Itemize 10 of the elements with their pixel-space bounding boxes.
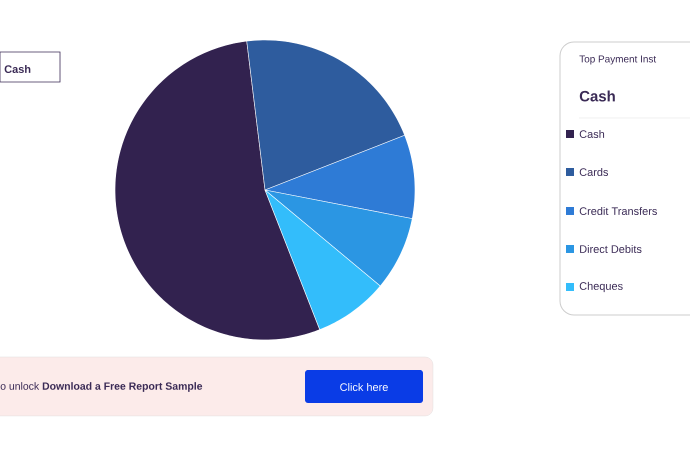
legend-label: Cards xyxy=(580,168,608,176)
text: Click here xyxy=(340,382,388,392)
legend-title: Top Payment Inst xyxy=(579,56,656,64)
legend-label: Direct Debits xyxy=(580,244,642,254)
legend-label: Cheques xyxy=(580,282,623,292)
text: Cash xyxy=(4,64,30,74)
text: o unlock Download a Free Report Sample xyxy=(0,382,202,392)
legend-label: Cash xyxy=(580,130,604,138)
text: Cash xyxy=(580,90,615,102)
legend-label: Credit Transfers xyxy=(580,206,657,216)
